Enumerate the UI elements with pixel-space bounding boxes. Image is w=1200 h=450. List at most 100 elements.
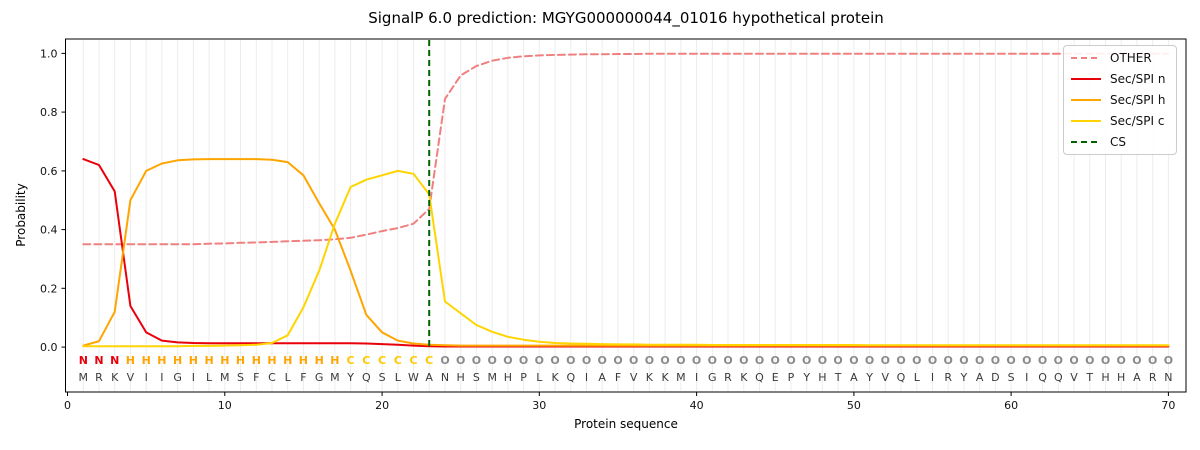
region-label: O bbox=[865, 354, 874, 367]
sequence-letter: Q bbox=[1038, 371, 1047, 384]
sequence-letter: D bbox=[991, 371, 999, 384]
sequence-letter: C bbox=[268, 371, 276, 384]
x-tick-label: 60 bbox=[1004, 399, 1018, 412]
region-label: N bbox=[110, 354, 119, 367]
region-label: O bbox=[1006, 354, 1015, 367]
y-axis-label: Probability bbox=[14, 183, 28, 247]
sequence-letter: F bbox=[300, 371, 306, 384]
region-label: O bbox=[503, 354, 512, 367]
region-label: O bbox=[802, 354, 811, 367]
region-label: O bbox=[1164, 354, 1173, 367]
sequence-letter: K bbox=[661, 371, 669, 384]
region-label: O bbox=[944, 354, 953, 367]
legend-line-sample bbox=[1071, 57, 1101, 60]
sequence-letter: Q bbox=[755, 371, 764, 384]
region-label: C bbox=[409, 354, 417, 367]
region-label: O bbox=[519, 354, 528, 367]
region-label: H bbox=[189, 354, 198, 367]
sequence-letter: Y bbox=[802, 371, 810, 384]
y-tick-label: 0.2 bbox=[40, 282, 58, 295]
series-line-other bbox=[82, 52, 1170, 246]
sequence-letter: K bbox=[111, 371, 119, 384]
sequence-letter: H bbox=[457, 371, 465, 384]
sequence-letter: M bbox=[330, 371, 340, 384]
sequence-letter: A bbox=[598, 371, 606, 384]
region-label: O bbox=[928, 354, 937, 367]
region-label: O bbox=[1085, 354, 1094, 367]
region-label: O bbox=[582, 354, 591, 367]
sequence-letter: A bbox=[850, 371, 858, 384]
legend-label: Sec/SPI h bbox=[1110, 92, 1166, 107]
legend-label: CS bbox=[1110, 134, 1126, 149]
sequence-letter: A bbox=[425, 371, 433, 384]
region-label: O bbox=[912, 354, 921, 367]
sequence-letter: M bbox=[79, 371, 89, 384]
sequence-letter: I bbox=[1025, 371, 1028, 384]
y-tick-label: 0.8 bbox=[40, 106, 58, 119]
y-tick-label: 0.4 bbox=[40, 224, 58, 237]
region-label: O bbox=[1022, 354, 1031, 367]
sequence-letter: L bbox=[536, 371, 543, 384]
sequence-letter: M bbox=[220, 371, 230, 384]
region-label: O bbox=[1148, 354, 1157, 367]
region-label: O bbox=[991, 354, 1000, 367]
sequence-letter: A bbox=[1133, 371, 1141, 384]
region-label: O bbox=[440, 354, 449, 367]
region-label: H bbox=[173, 354, 182, 367]
region-label: H bbox=[252, 354, 261, 367]
region-label: O bbox=[645, 354, 654, 367]
region-label: O bbox=[786, 354, 795, 367]
sequence-letter: F bbox=[615, 371, 621, 384]
sequence-letter: L bbox=[285, 371, 292, 384]
region-label: C bbox=[362, 354, 370, 367]
sequence-letter: H bbox=[818, 371, 826, 384]
region-label: O bbox=[975, 354, 984, 367]
region-label: O bbox=[959, 354, 968, 367]
x-tick-label: 40 bbox=[690, 399, 704, 412]
sequence-letter: T bbox=[834, 371, 842, 384]
y-tick-label: 0.6 bbox=[40, 165, 58, 178]
sequence-letter: G bbox=[315, 371, 324, 384]
sequence-letter: I bbox=[192, 371, 195, 384]
region-label: O bbox=[598, 354, 607, 367]
region-label: N bbox=[79, 354, 88, 367]
sequence-letter: N bbox=[441, 371, 449, 384]
sequence-letter: H bbox=[1101, 371, 1109, 384]
region-label: H bbox=[142, 354, 151, 367]
region-label: O bbox=[692, 354, 701, 367]
x-tick-label: 0 bbox=[64, 399, 71, 412]
sequence-letter: K bbox=[646, 371, 654, 384]
sequence-letter: P bbox=[788, 371, 795, 384]
legend-item-sec-spi-n: Sec/SPI n bbox=[1064, 72, 1176, 86]
sequence-letter: L bbox=[395, 371, 402, 384]
sequence-letter: V bbox=[1070, 371, 1078, 384]
region-label: O bbox=[1132, 354, 1141, 367]
region-label: H bbox=[220, 354, 229, 367]
y-tick-label: 1.0 bbox=[40, 47, 58, 60]
region-label: H bbox=[157, 354, 166, 367]
sequence-letter: Q bbox=[566, 371, 575, 384]
region-label: O bbox=[708, 354, 717, 367]
region-label: O bbox=[660, 354, 669, 367]
region-label: H bbox=[236, 354, 245, 367]
x-tick-label: 20 bbox=[375, 399, 389, 412]
chart-title: SignalP 6.0 prediction: MGYG000000044_01… bbox=[368, 9, 884, 27]
sequence-letter: S bbox=[379, 371, 386, 384]
legend-label: Sec/SPI c bbox=[1110, 113, 1165, 128]
sequence-letter: R bbox=[724, 371, 732, 384]
region-label: C bbox=[425, 354, 433, 367]
legend-line-sample bbox=[1071, 98, 1101, 101]
region-label: O bbox=[676, 354, 685, 367]
region-label: O bbox=[456, 354, 465, 367]
region-label: C bbox=[347, 354, 355, 367]
legend-item-sec-spi-h: Sec/SPI h bbox=[1064, 93, 1176, 107]
sequence-letter: L bbox=[206, 371, 213, 384]
region-label: H bbox=[283, 354, 292, 367]
sequence-letter: Q bbox=[897, 371, 906, 384]
region-label: H bbox=[330, 354, 339, 367]
sequence-letter: S bbox=[237, 371, 244, 384]
sequence-letter: P bbox=[520, 371, 527, 384]
sequence-letter: I bbox=[931, 371, 934, 384]
legend-line-sample bbox=[1071, 140, 1101, 143]
